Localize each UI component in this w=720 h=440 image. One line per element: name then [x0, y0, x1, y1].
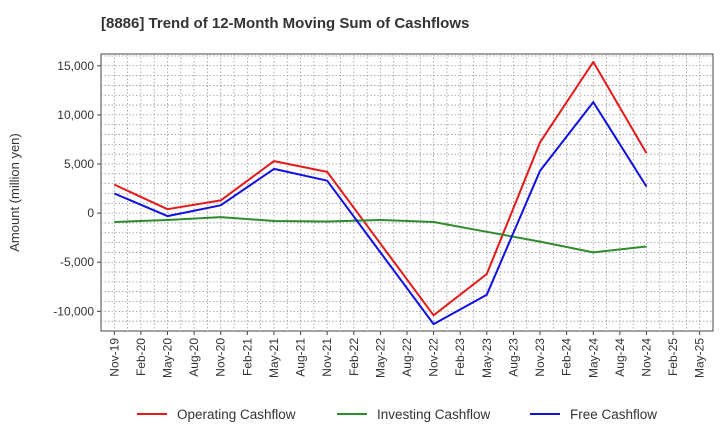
- legend-label: Free Cashflow: [570, 407, 657, 422]
- x-tick-label: May-22: [373, 338, 387, 378]
- y-tick-label: -10,000: [53, 304, 94, 318]
- x-tick-label: Aug-21: [294, 338, 308, 377]
- legend-label: Investing Cashflow: [377, 407, 491, 422]
- x-tick-label: May-24: [586, 338, 600, 378]
- x-tick-label: May-21: [267, 338, 281, 378]
- legend-item-investing-cashflow: Investing Cashflow: [337, 407, 491, 422]
- y-tick-label: 10,000: [57, 108, 94, 122]
- x-tick-label: Feb-22: [347, 338, 361, 376]
- x-tick-label: May-20: [161, 338, 175, 378]
- legend-label: Operating Cashflow: [177, 407, 296, 422]
- x-tick-label: Feb-23: [453, 338, 467, 376]
- series-line-operating-cashflow: [113, 60, 648, 317]
- y-tick-label: 15,000: [57, 59, 94, 73]
- x-tick-label: Nov-19: [107, 338, 121, 377]
- series-line-free-cashflow: [113, 101, 648, 326]
- x-tick-label: Aug-24: [613, 338, 627, 377]
- y-tick-label: -5,000: [60, 255, 94, 269]
- x-tick-label: Feb-25: [666, 338, 680, 376]
- x-tick-label: Feb-21: [240, 338, 254, 376]
- x-tick-label: Aug-22: [400, 338, 414, 377]
- x-tick-label: Feb-24: [560, 338, 574, 376]
- legend-item-free-cashflow: Free Cashflow: [530, 407, 657, 422]
- x-tick-label: Aug-23: [506, 338, 520, 377]
- x-tick-label: Nov-22: [427, 338, 441, 377]
- chart-title: [8886] Trend of 12-Month Moving Sum of C…: [101, 15, 470, 32]
- y-axis-title: Amount (million yen): [7, 133, 22, 252]
- legend-item-operating-cashflow: Operating Cashflow: [137, 407, 296, 422]
- x-tick-label: Nov-23: [533, 338, 547, 377]
- y-tick-label: 5,000: [64, 157, 94, 171]
- x-tick-label: May-23: [480, 338, 494, 378]
- x-tick-label: Nov-20: [214, 338, 228, 377]
- y-tick-label: 0: [87, 206, 94, 220]
- x-tick-label: Nov-24: [639, 338, 653, 377]
- plot-area: [100, 53, 714, 332]
- x-tick-label: Feb-20: [134, 338, 148, 376]
- x-tick-label: Aug-20: [187, 338, 201, 377]
- x-tick-label: May-25: [693, 338, 707, 378]
- x-tick-label: Nov-21: [320, 338, 334, 377]
